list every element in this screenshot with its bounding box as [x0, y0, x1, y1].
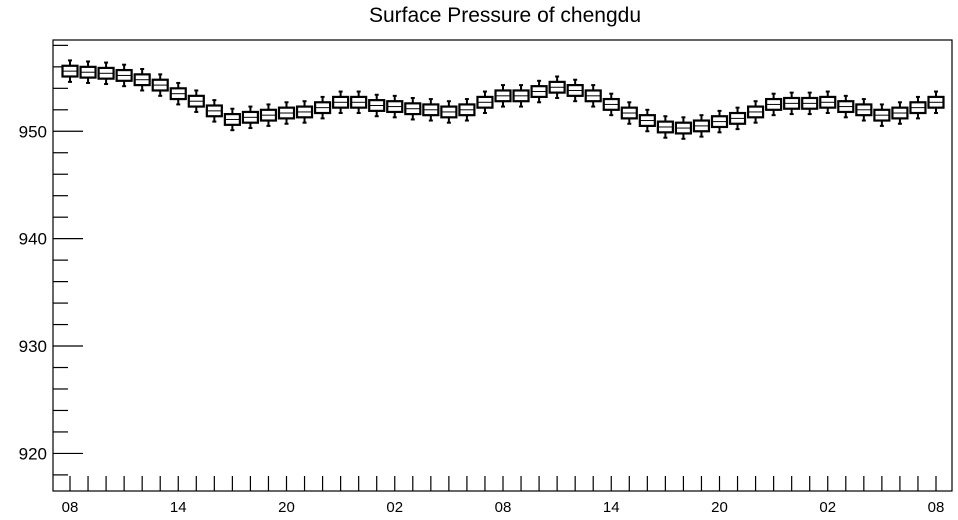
y-tick-label: 950: [19, 122, 47, 141]
box-marker: [602, 92, 620, 117]
box-marker: [259, 103, 278, 127]
box-marker: [368, 93, 386, 118]
box-marker: [909, 95, 927, 120]
box-marker: [223, 107, 241, 132]
x-tick-label: 20: [711, 499, 728, 516]
box-marker: [765, 92, 783, 117]
box-marker: [404, 96, 422, 121]
box-marker: [476, 90, 494, 115]
box-marker: [440, 100, 458, 124]
box-marker: [710, 109, 729, 134]
box-marker: [350, 90, 368, 115]
box-marker: [295, 100, 314, 124]
box-marker: [97, 61, 115, 86]
x-tick-label: 02: [386, 499, 403, 516]
y-tick-label: 930: [19, 337, 47, 356]
box-marker: [133, 67, 151, 92]
box-marker: [873, 103, 891, 127]
box-marker: [638, 108, 656, 133]
box-marker: [187, 89, 205, 113]
box-marker: [855, 98, 873, 122]
y-axis: 920 930 940 950: [19, 44, 83, 476]
chart-title: Surface Pressure of chengdu: [369, 4, 641, 27]
box-marker: [674, 116, 693, 140]
y-tick-label: 940: [19, 230, 47, 249]
box-marker: [692, 114, 711, 138]
box-marker: [169, 81, 187, 106]
box-marker: [277, 101, 296, 125]
box-marker: [837, 94, 855, 119]
box-marker: [566, 78, 584, 103]
x-tick-label: 08: [62, 499, 79, 516]
box-marker: [79, 60, 97, 84]
box-marker: [927, 90, 945, 115]
box-marker: [422, 98, 440, 122]
box-marker: [332, 90, 350, 115]
box-marker: [746, 100, 765, 124]
box-marker: [458, 98, 476, 122]
box-marker: [61, 59, 79, 83]
x-tick-label: 08: [495, 499, 512, 516]
x-tick-label: 08: [928, 499, 945, 516]
x-tick-label: 14: [603, 499, 620, 516]
box-marker: [313, 95, 332, 120]
box-marker: [386, 94, 404, 119]
box-marker: [783, 91, 801, 116]
box-marker: [656, 115, 674, 139]
x-tick-label: 02: [819, 499, 836, 516]
box-marker: [115, 63, 133, 88]
box-marker: [891, 101, 909, 125]
box-marker: [494, 84, 512, 108]
box-marker: [584, 84, 602, 108]
box-marker: [620, 101, 638, 125]
box-marker: [512, 84, 530, 108]
y-tick-label: 920: [19, 444, 47, 463]
box-marker: [728, 106, 747, 131]
x-tick-label: 14: [170, 499, 187, 516]
x-tick-label: 20: [278, 499, 295, 516]
box-marker: [819, 90, 837, 115]
box-marker: [241, 105, 260, 130]
box-marker: [548, 75, 566, 99]
x-axis: 08 14 20 02 08 14 20 02 08: [62, 476, 945, 516]
box-marker: [801, 91, 819, 116]
box-marker: [530, 79, 548, 104]
box-marker: [151, 73, 169, 97]
box-marker: [205, 99, 223, 123]
box-series: [61, 59, 945, 140]
